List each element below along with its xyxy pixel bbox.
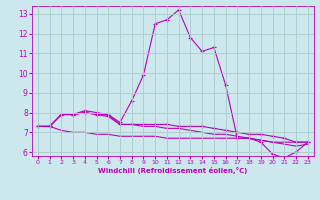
X-axis label: Windchill (Refroidissement éolien,°C): Windchill (Refroidissement éolien,°C) xyxy=(98,167,247,174)
